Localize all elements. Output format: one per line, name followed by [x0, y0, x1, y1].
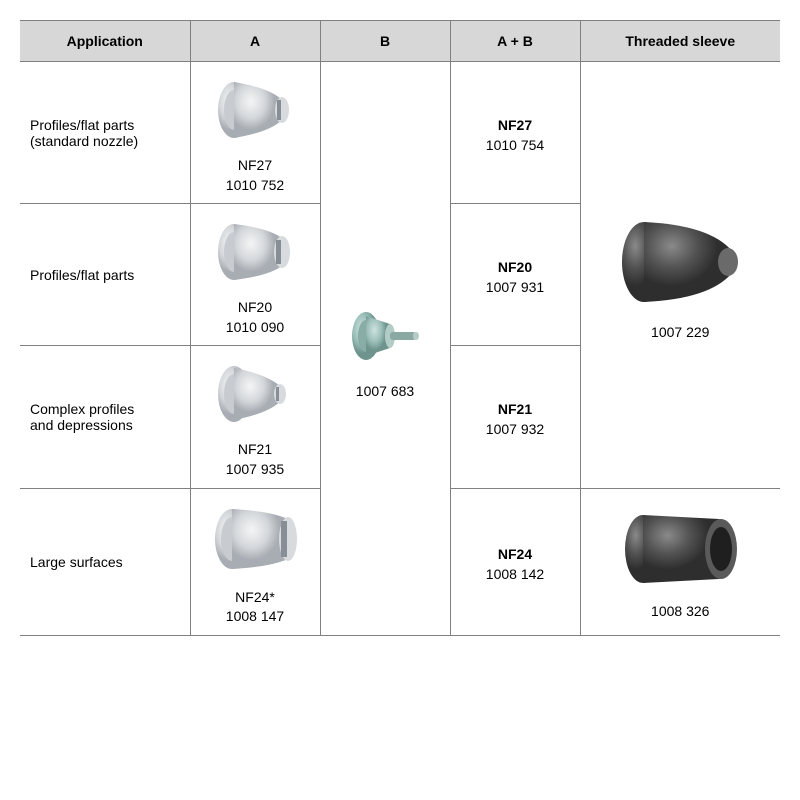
- sleeve-cell: 1007 229: [580, 62, 780, 489]
- ab-cell: NF24 1008 142: [450, 488, 580, 635]
- application-text: Complex profiles and depressions: [30, 401, 134, 433]
- application-text: Profiles/flat parts: [30, 267, 134, 283]
- col-a: A: [190, 21, 320, 62]
- header-row: Application A B A + B Threaded sleeve: [20, 21, 780, 62]
- nozzle-icon: [210, 354, 300, 434]
- sleeve-tube-icon: [615, 501, 745, 596]
- col-ab: A + B: [450, 21, 580, 62]
- nozzle-icon: [210, 212, 300, 292]
- a-cell: NF20 1010 090: [190, 204, 320, 346]
- table-row: Profiles/flat parts (standard nozzle) NF…: [20, 62, 780, 204]
- sleeve-bullet-icon: [610, 207, 750, 317]
- a-code: 1010 752: [226, 177, 284, 193]
- ab-code: 1007 931: [486, 279, 544, 295]
- ab-cell: NF20 1007 931: [450, 204, 580, 346]
- a-cell: NF27 1010 752: [190, 62, 320, 204]
- application-cell: Complex profiles and depressions: [20, 346, 190, 488]
- a-nf: NF20: [238, 299, 272, 315]
- nozzle-icon: [210, 70, 300, 150]
- b-cell: 1007 683: [320, 62, 450, 636]
- pin-nozzle-icon: [340, 296, 430, 376]
- application-text: Large surfaces: [30, 554, 123, 570]
- ab-nf: NF24: [498, 546, 532, 562]
- ab-cell: NF27 1010 754: [450, 62, 580, 204]
- ab-code: 1010 754: [486, 137, 544, 153]
- a-cell: NF21 1007 935: [190, 346, 320, 488]
- application-cell: Large surfaces: [20, 488, 190, 635]
- a-nf: NF24*: [235, 589, 275, 605]
- col-application: Application: [20, 21, 190, 62]
- a-nf: NF27: [238, 157, 272, 173]
- a-code: 1008 147: [226, 608, 284, 624]
- nozzle-icon: [208, 497, 303, 582]
- a-cell: NF24* 1008 147: [190, 488, 320, 635]
- application-text: Profiles/flat parts (standard nozzle): [30, 117, 138, 149]
- application-cell: Profiles/flat parts: [20, 204, 190, 346]
- application-cell: Profiles/flat parts (standard nozzle): [20, 62, 190, 204]
- ab-nf: NF27: [498, 117, 532, 133]
- col-b: B: [320, 21, 450, 62]
- ab-cell: NF21 1007 932: [450, 346, 580, 488]
- sleeve1-code: 1007 229: [651, 324, 709, 340]
- a-code: 1007 935: [226, 461, 284, 477]
- ab-nf: NF21: [498, 401, 532, 417]
- ab-code: 1007 932: [486, 421, 544, 437]
- a-nf: NF21: [238, 441, 272, 457]
- ab-nf: NF20: [498, 259, 532, 275]
- b-code: 1007 683: [356, 383, 414, 399]
- sleeve2-code: 1008 326: [651, 603, 709, 619]
- nozzle-table: Application A B A + B Threaded sleeve Pr…: [20, 20, 780, 636]
- a-code: 1010 090: [226, 319, 284, 335]
- col-sleeve: Threaded sleeve: [580, 21, 780, 62]
- ab-code: 1008 142: [486, 566, 544, 582]
- sleeve-cell: 1008 326: [580, 488, 780, 635]
